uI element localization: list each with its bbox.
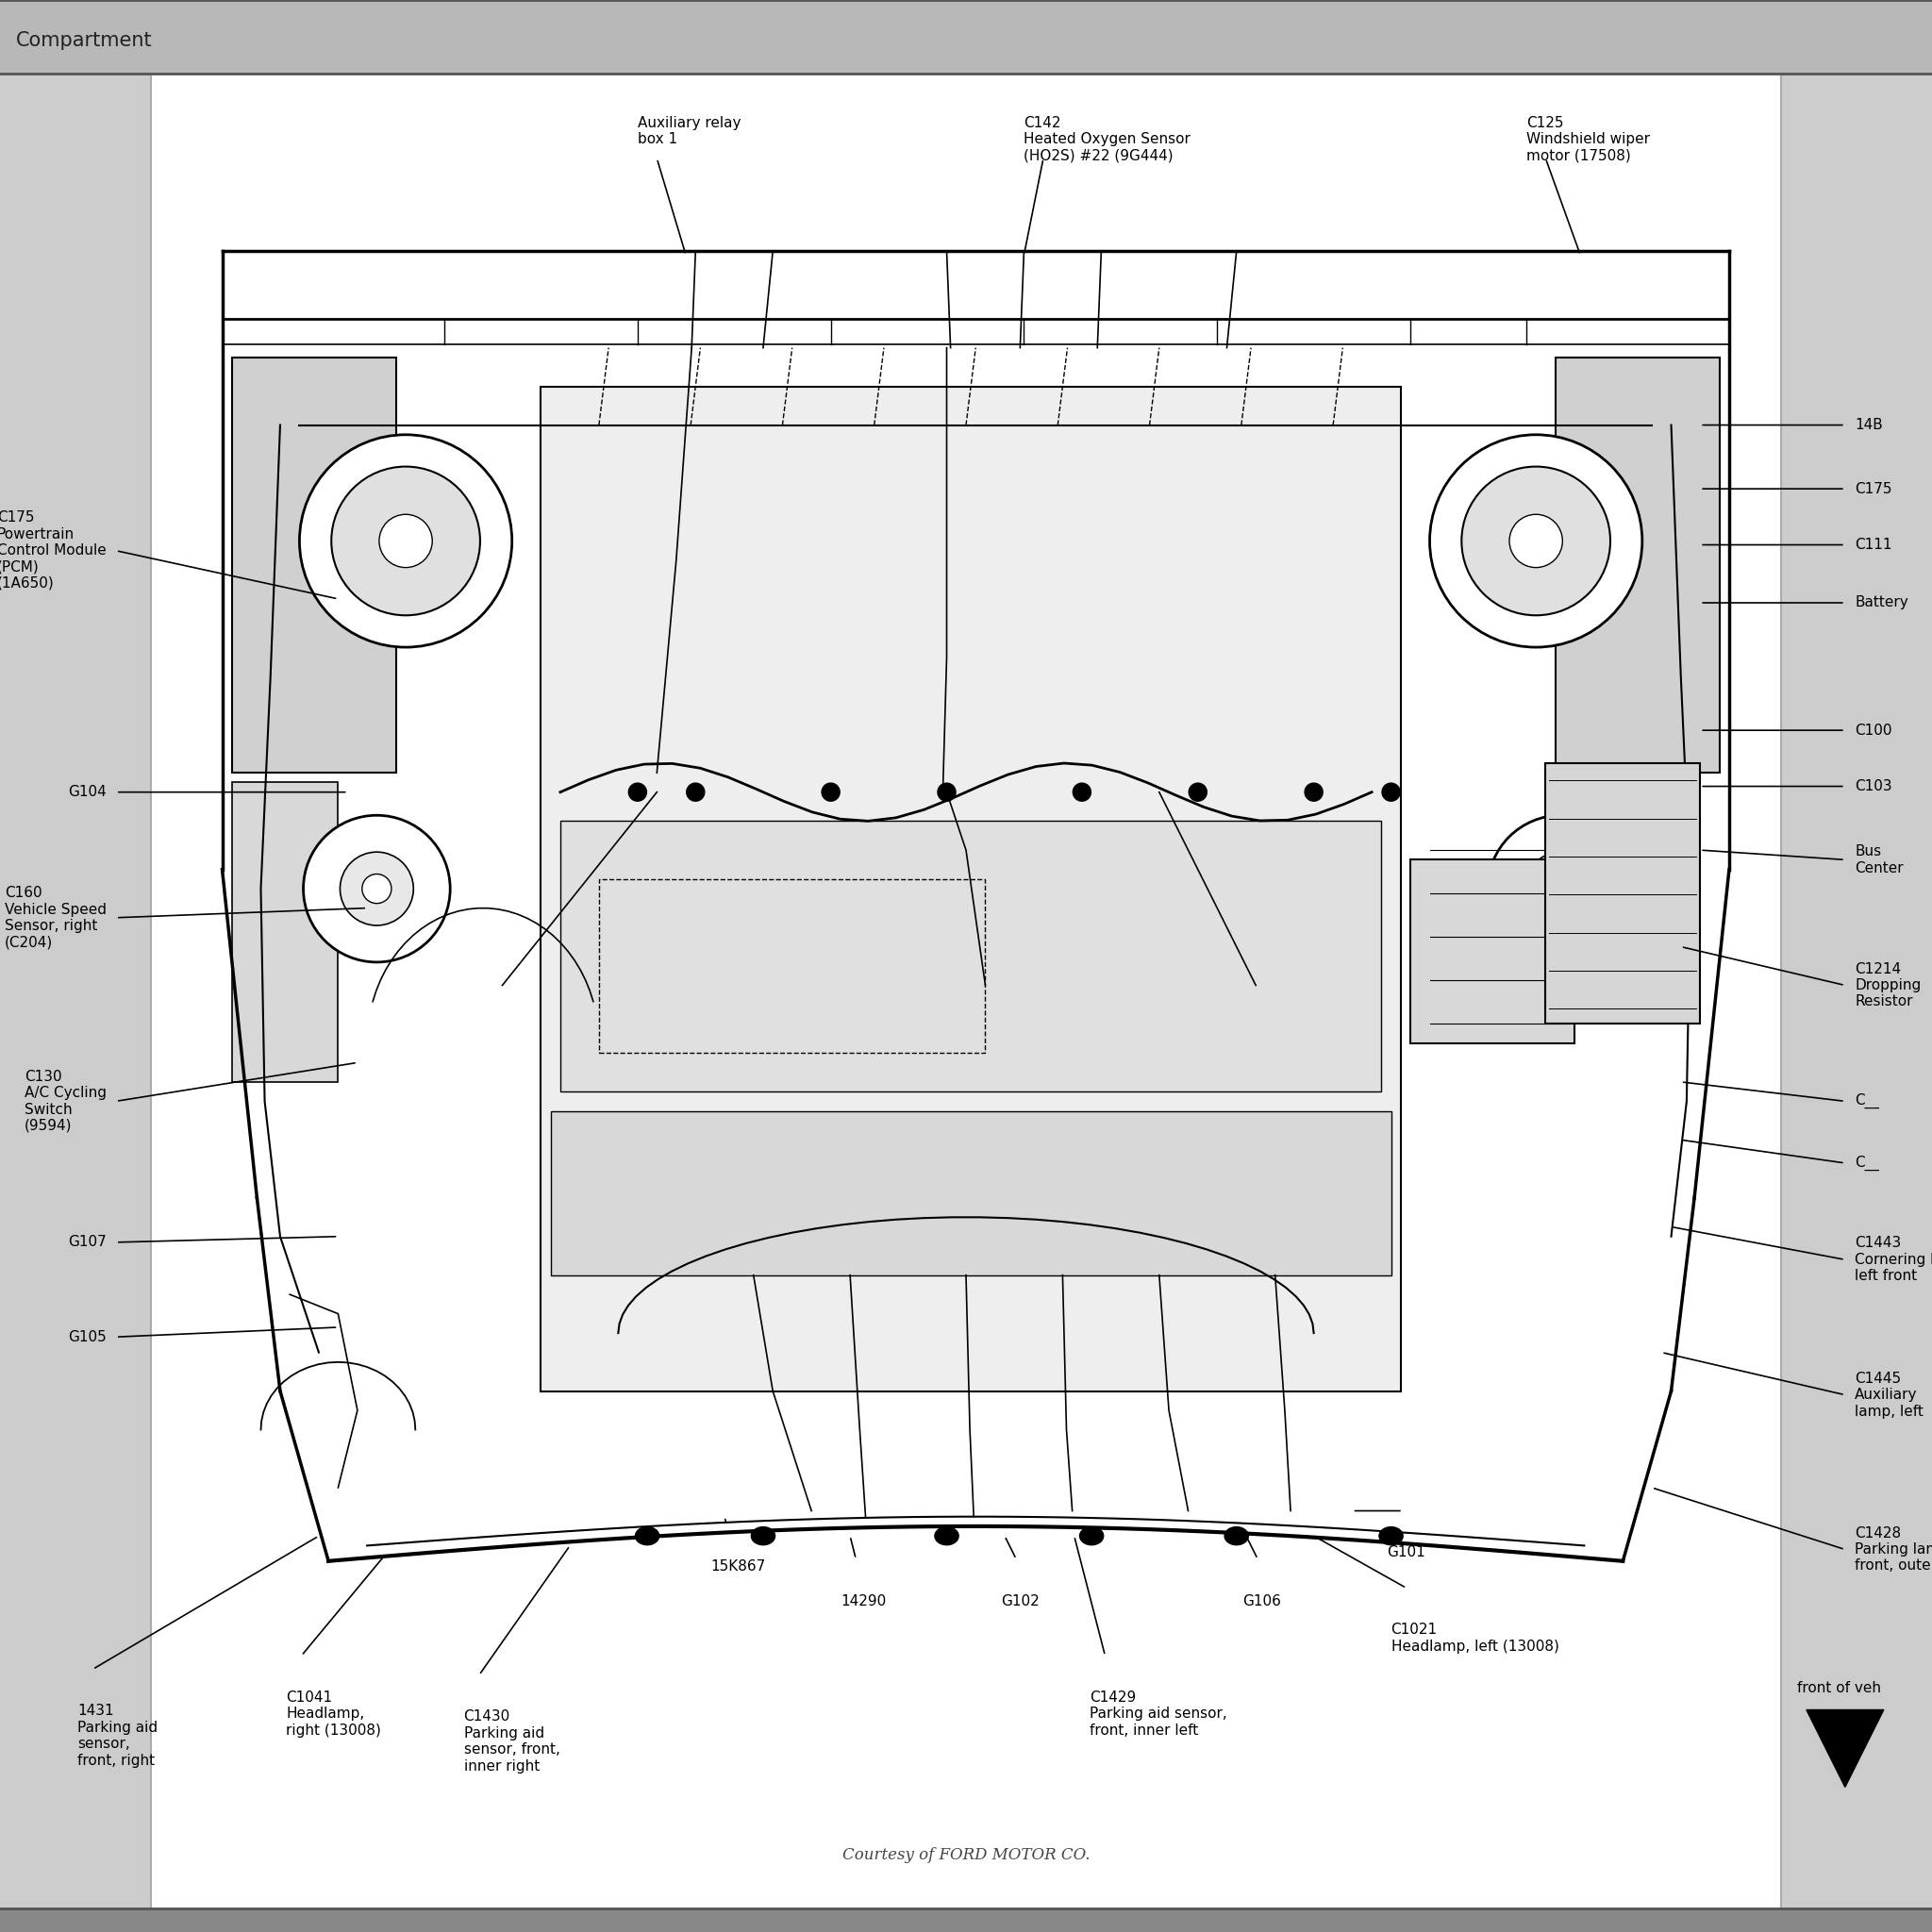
Ellipse shape bbox=[750, 1526, 777, 1546]
Ellipse shape bbox=[1546, 873, 1577, 904]
Bar bbox=[541, 386, 1401, 1391]
Text: front of veh: front of veh bbox=[1797, 1681, 1880, 1694]
Text: G105: G105 bbox=[68, 1329, 106, 1345]
Polygon shape bbox=[1806, 1710, 1884, 1787]
Bar bbox=[1555, 357, 1719, 773]
Text: Compartment: Compartment bbox=[15, 31, 153, 50]
Text: C142
Heated Oxygen Sensor
(HO2S) #22 (9G444): C142 Heated Oxygen Sensor (HO2S) #22 (9G… bbox=[1024, 116, 1190, 162]
Ellipse shape bbox=[1381, 782, 1401, 802]
Ellipse shape bbox=[1488, 815, 1634, 962]
Text: G104: G104 bbox=[68, 784, 106, 800]
Text: C1429
Parking aid sensor,
front, inner left: C1429 Parking aid sensor, front, inner l… bbox=[1090, 1690, 1227, 1737]
Text: G106: G106 bbox=[1242, 1594, 1281, 1607]
Ellipse shape bbox=[1078, 1526, 1103, 1546]
Ellipse shape bbox=[1304, 782, 1323, 802]
Bar bbox=[0, 1909, 1932, 1932]
Text: 1431
Parking aid
sensor,
front, right: 1431 Parking aid sensor, front, right bbox=[77, 1704, 158, 1768]
Ellipse shape bbox=[935, 1526, 958, 1546]
Ellipse shape bbox=[1072, 782, 1092, 802]
Ellipse shape bbox=[1225, 1526, 1250, 1546]
Bar bbox=[1781, 73, 1932, 1909]
Text: C1445
Auxiliary
lamp, left: C1445 Auxiliary lamp, left bbox=[1855, 1372, 1924, 1418]
Ellipse shape bbox=[937, 782, 956, 802]
Text: C1021
Headlamp, left (13008): C1021 Headlamp, left (13008) bbox=[1391, 1623, 1559, 1654]
Text: C1214
Dropping
Resistor: C1214 Dropping Resistor bbox=[1855, 962, 1920, 1009]
Text: C111: C111 bbox=[1855, 537, 1891, 553]
Text: G101: G101 bbox=[1387, 1546, 1426, 1559]
Text: C130
A/C Cycling
Switch
(9594): C130 A/C Cycling Switch (9594) bbox=[25, 1070, 106, 1132]
Text: Courtesy of FORD MOTOR CO.: Courtesy of FORD MOTOR CO. bbox=[842, 1847, 1090, 1862]
Text: 15K867: 15K867 bbox=[711, 1559, 765, 1573]
Ellipse shape bbox=[303, 815, 450, 962]
Ellipse shape bbox=[299, 435, 512, 647]
Text: Auxiliary relay
box 1: Auxiliary relay box 1 bbox=[638, 116, 740, 147]
Text: C160
Vehicle Speed
Sensor, right
(C204): C160 Vehicle Speed Sensor, right (C204) bbox=[4, 887, 106, 949]
Ellipse shape bbox=[1379, 1526, 1403, 1546]
Text: C1430
Parking aid
sensor, front,
inner right: C1430 Parking aid sensor, front, inner r… bbox=[464, 1710, 560, 1774]
Bar bbox=[232, 357, 396, 773]
Ellipse shape bbox=[1430, 435, 1642, 647]
Text: Battery: Battery bbox=[1855, 595, 1909, 611]
Ellipse shape bbox=[340, 852, 413, 925]
Ellipse shape bbox=[1188, 782, 1208, 802]
Text: C175
Powertrain
Control Module
(PCM)
(1A650): C175 Powertrain Control Module (PCM) (1A… bbox=[0, 510, 106, 591]
Ellipse shape bbox=[634, 1526, 661, 1546]
Bar bbox=[1410, 860, 1575, 1043]
Ellipse shape bbox=[628, 782, 647, 802]
Text: C125
Windshield wiper
motor (17508): C125 Windshield wiper motor (17508) bbox=[1526, 116, 1650, 162]
Bar bbox=[0, 73, 151, 1909]
Bar bbox=[1546, 763, 1700, 1024]
Text: 14290: 14290 bbox=[840, 1594, 887, 1607]
Ellipse shape bbox=[686, 782, 705, 802]
Ellipse shape bbox=[361, 873, 392, 904]
Text: C__: C__ bbox=[1855, 1094, 1880, 1109]
Ellipse shape bbox=[1524, 852, 1598, 925]
Text: C1041
Headlamp,
right (13008): C1041 Headlamp, right (13008) bbox=[286, 1690, 381, 1737]
Bar bbox=[0, 0, 1932, 73]
Ellipse shape bbox=[821, 782, 840, 802]
Ellipse shape bbox=[332, 468, 479, 614]
Bar bbox=[560, 821, 1381, 1092]
Bar bbox=[551, 1111, 1391, 1275]
Ellipse shape bbox=[379, 514, 433, 568]
Text: C1443
Cornering lamp,
left front: C1443 Cornering lamp, left front bbox=[1855, 1236, 1932, 1283]
Ellipse shape bbox=[1509, 514, 1563, 568]
Text: C1428
Parking lamp,
front, outer: C1428 Parking lamp, front, outer bbox=[1855, 1526, 1932, 1573]
Text: G102: G102 bbox=[1001, 1594, 1039, 1607]
Text: C175: C175 bbox=[1855, 481, 1891, 497]
Bar bbox=[232, 782, 338, 1082]
Text: 14B: 14B bbox=[1855, 417, 1884, 433]
Text: C100: C100 bbox=[1855, 723, 1891, 738]
Text: C__: C__ bbox=[1855, 1155, 1880, 1171]
Ellipse shape bbox=[1463, 468, 1611, 614]
Bar bbox=[599, 879, 985, 1053]
Text: Bus
Center: Bus Center bbox=[1855, 844, 1903, 875]
Text: G107: G107 bbox=[68, 1235, 106, 1250]
Text: C103: C103 bbox=[1855, 779, 1891, 794]
